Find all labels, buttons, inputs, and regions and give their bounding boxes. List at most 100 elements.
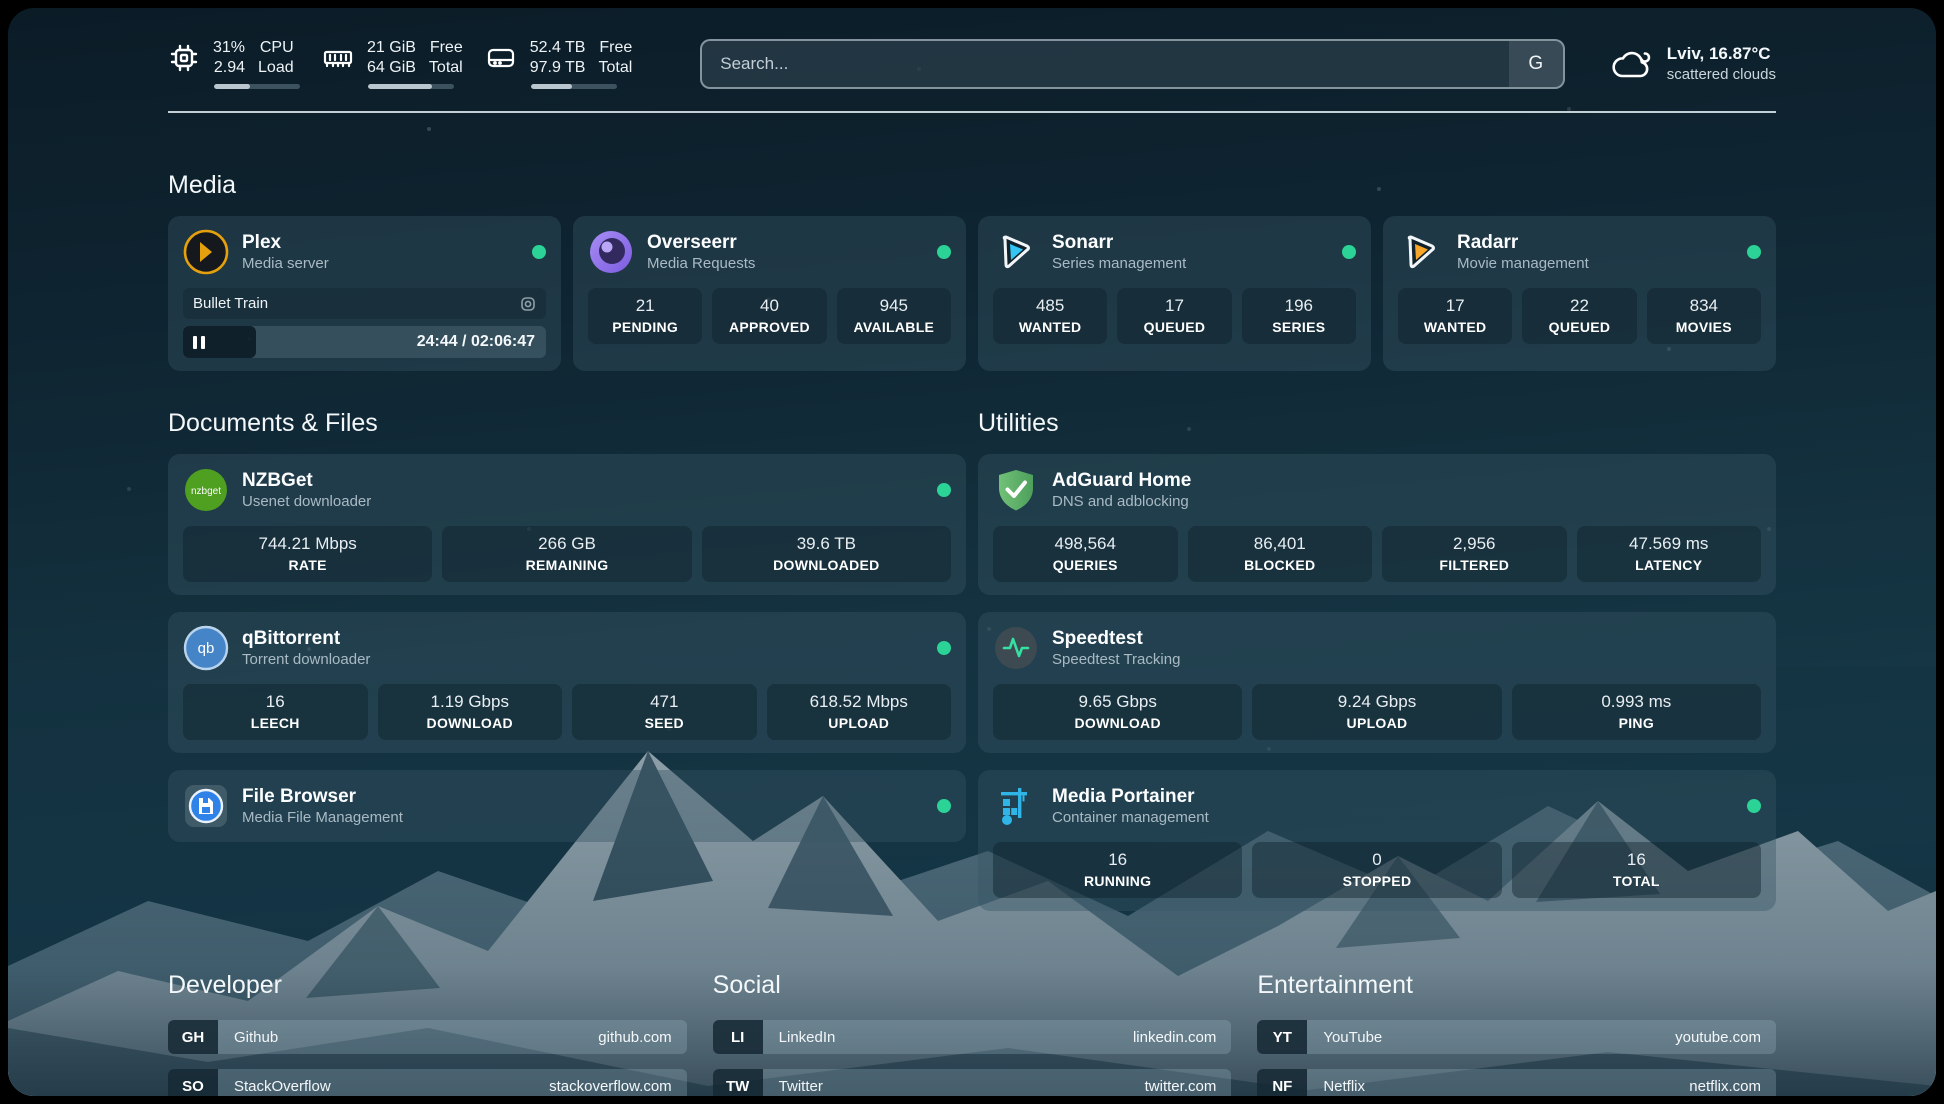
documents-section-title: Documents & Files xyxy=(168,409,378,438)
dashboard-window: 31% 2.94 CPU Load xyxy=(8,8,1936,1096)
section-social: Social LI LinkedIn linkedin.com TW Twitt… xyxy=(712,971,1232,1096)
qbittorrent-status-dot xyxy=(937,641,951,656)
linkedin-tag: LI xyxy=(712,1020,763,1055)
search-engine-button[interactable]: G xyxy=(1508,40,1563,87)
twitter-tag: TW xyxy=(712,1069,763,1096)
youtube-url: youtube.com xyxy=(1675,1028,1761,1046)
plex-playback-progress[interactable]: 24:44 / 02:06:47 xyxy=(183,326,546,359)
twitter-name: Twitter xyxy=(778,1077,823,1095)
filebrowser-name: File Browser xyxy=(242,785,357,807)
radarr-description: Movie management xyxy=(1457,254,1589,272)
github-url: github.com xyxy=(598,1028,672,1046)
tile-radarr[interactable]: Radarr Movie management 17 WANTED 22 QUEUE… xyxy=(1383,216,1776,372)
adguard-stat-filtered: 2,956 FILTERED xyxy=(1382,526,1567,583)
disk-total-label: Total xyxy=(598,58,633,76)
sonarr-stat-wanted: 485 WANTED xyxy=(993,288,1108,345)
memory-icon xyxy=(323,50,353,67)
sonarr-status-dot xyxy=(1342,245,1356,260)
portainer-name: Media Portainer xyxy=(1052,785,1195,807)
speedtest-name: Speedtest xyxy=(1052,627,1143,649)
github-name: Github xyxy=(234,1028,279,1046)
tile-portainer[interactable]: Media Portainer Container management 16 R… xyxy=(978,770,1776,912)
header-divider xyxy=(168,111,1776,114)
link-github[interactable]: GH Github github.com xyxy=(168,1020,687,1055)
tile-plex[interactable]: Plex Media server Bullet Train xyxy=(168,216,561,372)
plex-icon xyxy=(183,229,229,275)
stackoverflow-name: StackOverflow xyxy=(234,1077,331,1095)
memory-free-label: Free xyxy=(429,39,463,56)
speedtest-description: Speedtest Tracking xyxy=(1052,650,1181,668)
tile-nzbget[interactable]: nzbget NZBGet Usenet downloader 744.21 M… xyxy=(168,454,966,596)
nzbget-icon: nzbget xyxy=(185,469,227,512)
qbittorrent-icon: qb xyxy=(183,625,229,671)
section-entertainment: Entertainment YT YouTube youtube.com NF … xyxy=(1257,971,1776,1096)
disk-total: 97.9 TB xyxy=(529,58,586,76)
tile-filebrowser[interactable]: File Browser Media File Management xyxy=(168,770,966,843)
youtube-tag: YT xyxy=(1257,1020,1308,1055)
radarr-icon xyxy=(1407,235,1435,269)
github-tag: GH xyxy=(168,1020,218,1055)
portainer-icon xyxy=(1001,788,1027,826)
adguard-icon xyxy=(999,470,1033,511)
radarr-name: Radarr xyxy=(1457,231,1519,253)
radarr-status-dot xyxy=(1747,245,1761,260)
speedtest-icon xyxy=(995,627,1037,670)
youtube-name: YouTube xyxy=(1323,1028,1383,1046)
plex-now-playing-title: Bullet Train xyxy=(193,295,269,313)
media-section-title: Media xyxy=(168,171,237,200)
tile-overseerr[interactable]: Overseerr Media Requests 21 PENDING 40 APP… xyxy=(573,216,966,372)
cpu-load-label: Load xyxy=(258,58,294,76)
link-linkedin[interactable]: LI LinkedIn linkedin.com xyxy=(712,1020,1232,1055)
overseerr-description: Media Requests xyxy=(647,254,756,272)
svg-text:qb: qb xyxy=(198,640,215,657)
adguard-description: DNS and adblocking xyxy=(1052,492,1189,510)
weather-widget[interactable]: Lviv, 16.87°C scattered clouds xyxy=(1611,43,1776,85)
tile-qbittorrent[interactable]: qb qBittorrent Torrent downloader 16 LEEC… xyxy=(168,612,966,754)
radarr-stat-wanted: 17 WANTED xyxy=(1398,288,1513,345)
memory-progress-fill xyxy=(368,84,432,90)
tile-sonarr[interactable]: Sonarr Series management 485 WANTED 17 QUE… xyxy=(978,216,1371,372)
stackoverflow-url: stackoverflow.com xyxy=(549,1077,672,1095)
tile-speedtest[interactable]: Speedtest Speedtest Tracking 9.65 Gbps DO… xyxy=(978,612,1776,754)
adguard-stat-blocked: 86,401 BLOCKED xyxy=(1187,526,1372,583)
link-stackoverflow[interactable]: SO StackOverflow stackoverflow.com xyxy=(168,1069,687,1096)
link-youtube[interactable]: YT YouTube youtube.com xyxy=(1257,1020,1776,1055)
plex-description: Media server xyxy=(242,254,329,272)
adguard-name: AdGuard Home xyxy=(1052,469,1192,491)
pause-icon xyxy=(193,335,205,349)
speedtest-stat-ping: 0.993 ms PING xyxy=(1511,684,1761,741)
cpu-progress-fill xyxy=(214,84,251,90)
link-netflix[interactable]: NF Netflix netflix.com xyxy=(1257,1069,1776,1096)
link-twitter[interactable]: TW Twitter twitter.com xyxy=(712,1069,1232,1096)
speedtest-stat-upload: 9.24 Gbps UPLOAD xyxy=(1252,684,1502,741)
weather-condition: scattered clouds xyxy=(1666,65,1776,83)
cloud-icon xyxy=(1612,51,1651,77)
qbittorrent-description: Torrent downloader xyxy=(242,650,371,668)
memory-free: 21 GiB xyxy=(367,39,416,56)
search-input[interactable] xyxy=(702,40,1509,87)
filebrowser-status-dot xyxy=(937,799,951,814)
netflix-name: Netflix xyxy=(1323,1077,1366,1095)
weather-location-temp: Lviv, 16.87°C xyxy=(1666,43,1771,63)
portainer-stat-running: 16 RUNNING xyxy=(993,842,1243,899)
cpu-icon xyxy=(170,44,198,71)
plex-playback-time: 24:44 / 02:06:47 xyxy=(416,333,535,351)
tile-adguard[interactable]: AdGuard Home DNS and adblocking 498,564 Q… xyxy=(978,454,1776,596)
svg-text:nzbget: nzbget xyxy=(191,486,221,497)
memory-total: 64 GiB xyxy=(367,58,416,76)
section-developer: Developer GH Github github.com SO StackO… xyxy=(168,971,687,1096)
portainer-stat-stopped: 0 STOPPED xyxy=(1252,842,1502,899)
linkedin-name: LinkedIn xyxy=(778,1028,836,1046)
mountain-background xyxy=(8,666,1936,1096)
twitter-url: twitter.com xyxy=(1144,1077,1217,1095)
nzbget-stat-downloaded: 39.6 TB DOWNLOADED xyxy=(701,526,951,583)
cpu-progress-track xyxy=(214,84,300,90)
disk-free: 52.4 TB xyxy=(529,39,586,56)
portainer-status-dot xyxy=(1747,799,1761,814)
qbittorrent-stat-leech: 16 LEECH xyxy=(183,684,368,741)
memory-progress-track xyxy=(368,84,454,90)
radarr-stat-queued: 22 QUEUED xyxy=(1522,288,1637,345)
portainer-stat-total: 16 TOTAL xyxy=(1511,842,1761,899)
disk-progress-track xyxy=(530,84,617,90)
overseerr-stat-approved: 40 APPROVED xyxy=(712,288,827,345)
